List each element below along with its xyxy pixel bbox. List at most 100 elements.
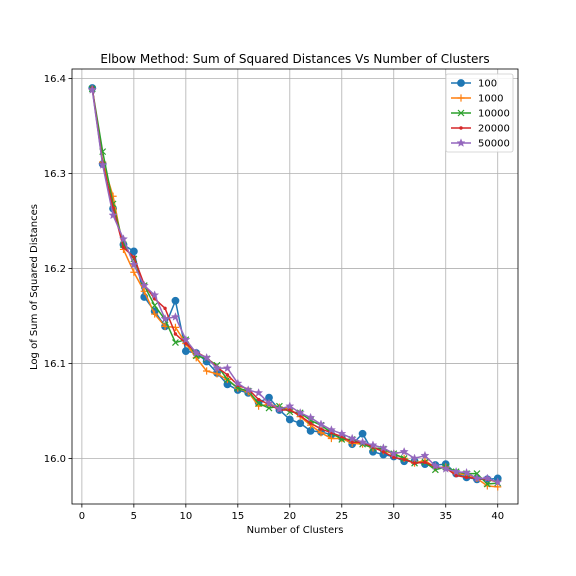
legend-label: 100 xyxy=(478,79,497,90)
y-tick-label: 16.4 xyxy=(44,74,66,85)
data-point xyxy=(381,450,386,454)
data-point xyxy=(171,296,180,305)
data-point xyxy=(482,473,492,483)
data-point xyxy=(173,332,178,336)
data-point xyxy=(412,461,417,465)
data-point xyxy=(225,373,230,377)
data-point xyxy=(410,453,420,463)
chart-title: Elbow Method: Sum of Squared Distances V… xyxy=(100,52,489,66)
data-point xyxy=(285,415,294,424)
data-point xyxy=(327,434,335,443)
x-tick-label: 10 xyxy=(179,511,192,522)
x-tick-label: 5 xyxy=(131,511,137,522)
data-point xyxy=(316,419,326,429)
legend-item-10000: 10000 xyxy=(451,109,510,120)
legend-label: 50000 xyxy=(478,139,510,150)
legend-item-100: 100 xyxy=(451,79,497,90)
data-point xyxy=(202,352,212,362)
data-point xyxy=(494,483,502,491)
y-tick-label: 16.0 xyxy=(44,454,66,465)
data-point xyxy=(181,334,191,344)
data-point xyxy=(121,245,126,250)
y-tick-label: 16.1 xyxy=(44,359,66,370)
data-point xyxy=(191,348,201,357)
data-point xyxy=(457,109,465,117)
y-axis-label: Log of Sum of Squared Distances xyxy=(29,204,40,370)
data-point xyxy=(462,467,472,477)
data-point xyxy=(306,412,316,422)
data-point xyxy=(118,234,128,243)
data-point xyxy=(472,473,482,483)
data-point xyxy=(350,440,354,444)
data-point xyxy=(473,470,481,478)
data-point xyxy=(150,290,160,299)
data-point xyxy=(172,339,179,346)
data-point xyxy=(308,421,313,425)
data-point xyxy=(296,419,305,428)
data-point xyxy=(358,429,367,438)
data-point xyxy=(441,464,451,473)
plot-frame xyxy=(71,68,519,505)
data-point xyxy=(358,437,368,447)
data-point xyxy=(483,480,491,488)
data-point xyxy=(378,443,388,452)
data-point xyxy=(184,341,188,346)
legend-label: 1000 xyxy=(478,94,503,105)
data-point xyxy=(256,397,261,402)
data-point xyxy=(464,475,469,480)
data-point xyxy=(493,477,503,486)
legend-item-20000: 20000 xyxy=(451,124,510,135)
data-point xyxy=(87,85,97,94)
x-tick-label: 0 xyxy=(79,511,85,522)
data-point xyxy=(233,378,243,388)
x-tick-label: 35 xyxy=(439,511,452,522)
data-point xyxy=(420,450,430,460)
legend-label: 10000 xyxy=(478,109,510,120)
data-point xyxy=(203,367,211,375)
data-point xyxy=(457,94,465,102)
data-point xyxy=(456,138,466,147)
data-point xyxy=(288,408,292,412)
data-point xyxy=(264,398,274,408)
data-point xyxy=(402,457,406,462)
legend-item-1000: 1000 xyxy=(451,94,503,105)
series-layer xyxy=(87,84,503,491)
data-point xyxy=(222,363,232,373)
data-point xyxy=(326,425,336,434)
data-point xyxy=(454,473,458,478)
x-tick-label: 40 xyxy=(491,511,504,522)
data-point xyxy=(399,447,409,456)
data-point xyxy=(108,210,118,220)
data-point xyxy=(130,268,138,276)
data-point xyxy=(285,401,295,411)
data-point xyxy=(139,280,149,290)
data-point xyxy=(423,460,427,464)
data-point xyxy=(392,455,396,460)
data-point xyxy=(213,370,221,378)
data-point xyxy=(337,428,347,438)
data-point xyxy=(319,427,323,431)
legend-box xyxy=(445,73,514,153)
x-tick-label: 30 xyxy=(387,511,400,522)
series-line xyxy=(91,87,498,483)
data-point xyxy=(295,408,305,417)
data-point xyxy=(243,385,253,394)
series-50000 xyxy=(87,85,503,486)
x-axis-label: Number of Clusters xyxy=(247,525,344,536)
data-point xyxy=(274,404,284,413)
data-point xyxy=(129,259,139,269)
legend-item-50000: 50000 xyxy=(451,138,510,150)
y-tick-label: 16.2 xyxy=(44,264,66,275)
data-point xyxy=(451,466,461,476)
series-line xyxy=(91,89,498,483)
data-point xyxy=(170,312,180,321)
legend-label: 20000 xyxy=(478,124,510,135)
tick-layer: 0 5 10 15 20 25 30 35 40 16.0 16.1 16.2 16.3 16.4 xyxy=(44,74,504,522)
legend: 100 1000 10000 20000 50000 xyxy=(445,73,514,153)
data-point xyxy=(181,347,190,355)
data-point xyxy=(212,363,222,373)
data-point xyxy=(98,160,108,169)
data-point xyxy=(151,310,159,318)
data-point xyxy=(254,388,264,397)
